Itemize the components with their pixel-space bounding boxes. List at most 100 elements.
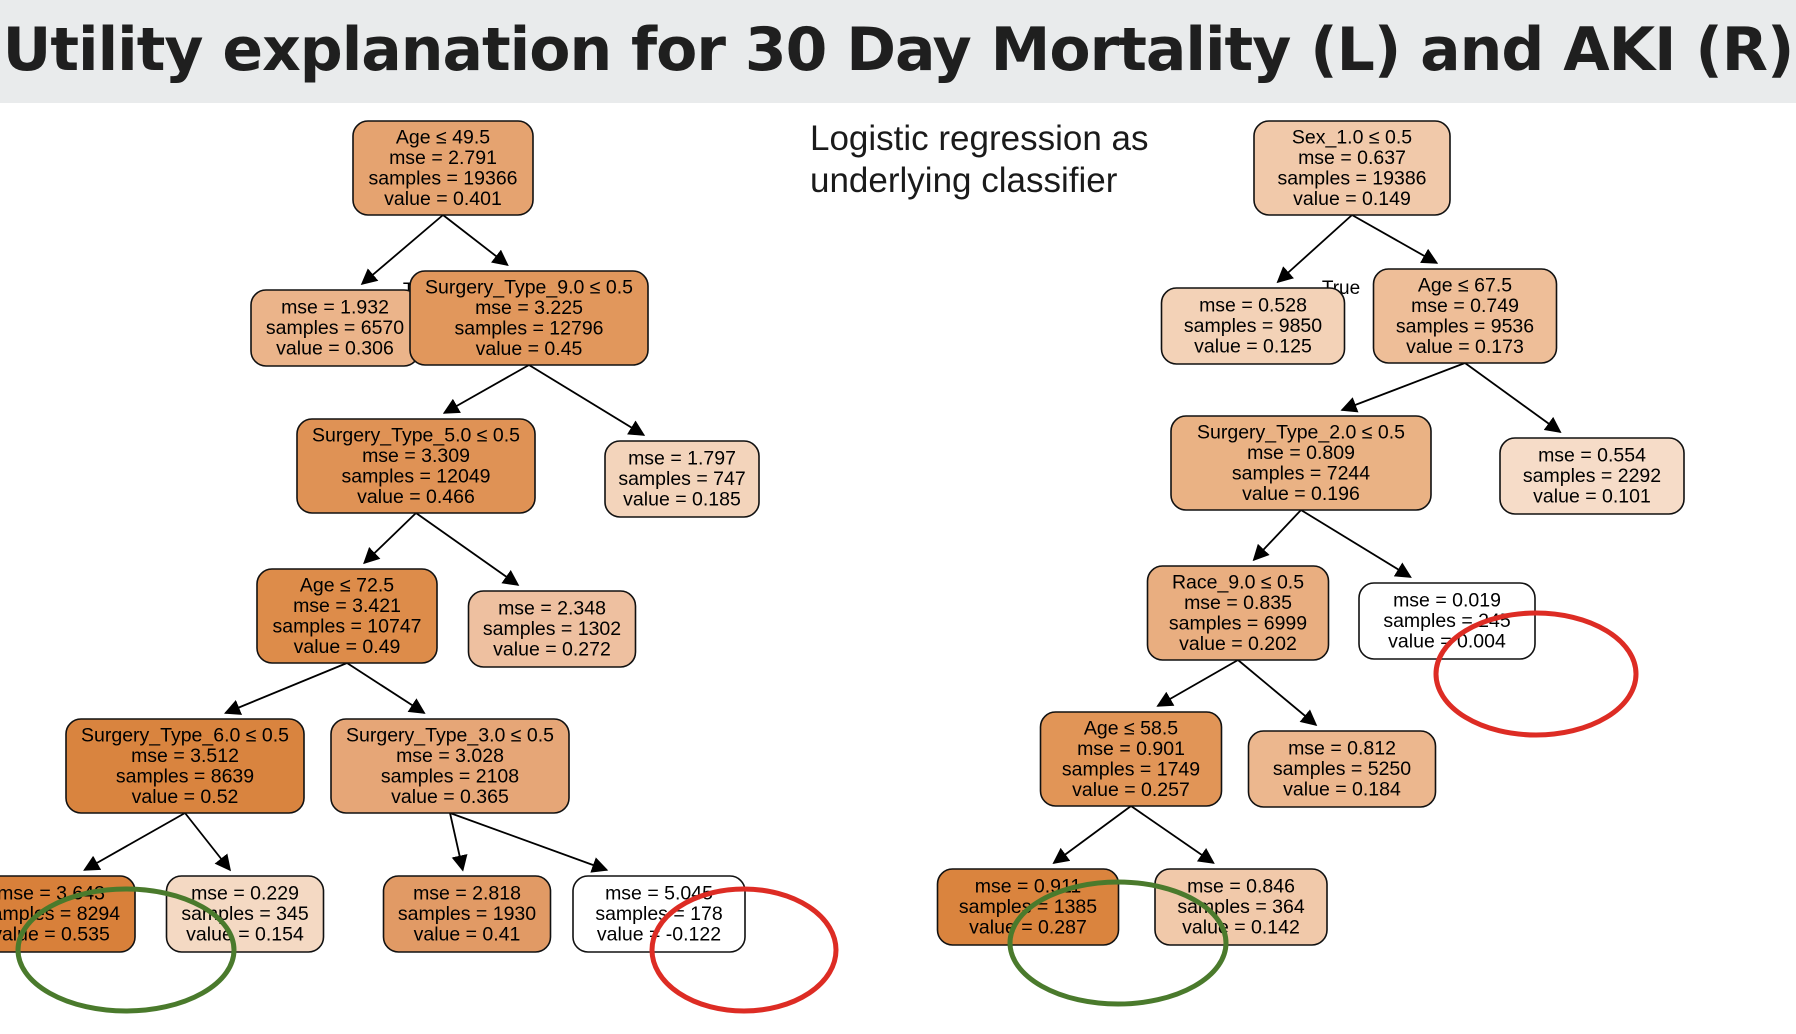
- node-text-line: value = 0.45: [476, 338, 583, 360]
- node-text-line: samples = 19366: [368, 167, 517, 189]
- highlight-circle-red: [649, 886, 839, 1014]
- node-text-line: value = 0.004: [1388, 631, 1506, 653]
- highlight-circle-green: [15, 886, 237, 1014]
- node-box: [65, 718, 305, 814]
- tree-edge: [224, 662, 348, 715]
- node-text-line: samples = 178: [595, 903, 722, 925]
- node-box: [165, 875, 325, 953]
- node-text-line: samples = 1749: [1062, 758, 1200, 780]
- highlight-circle-red: [1433, 610, 1639, 738]
- node-text-line: value = 0.154: [186, 924, 304, 946]
- node-box: [1358, 582, 1536, 660]
- node-text-line: mse = 5.045: [605, 883, 713, 905]
- node-text-line: value = 0.196: [1242, 483, 1360, 505]
- node-text-line: Age ≤ 58.5: [1084, 717, 1178, 739]
- node-box: [0, 875, 136, 953]
- node-text-line: Surgery_Type_3.0 ≤ 0.5: [346, 724, 554, 746]
- tree-edge: [1237, 659, 1318, 727]
- node-box: [409, 270, 649, 366]
- node-text-line: mse = 0.554: [1538, 445, 1646, 467]
- tree-edge: [1252, 509, 1302, 562]
- node-text-line: value = 0.101: [1533, 486, 1651, 508]
- node-text-line: value = 0.185: [623, 489, 741, 511]
- tree-edge: [363, 512, 417, 565]
- tree-edge: [83, 812, 186, 871]
- node-text-line: samples = 345: [181, 903, 309, 925]
- node-text-line: Surgery_Type_9.0 ≤ 0.5: [425, 276, 633, 298]
- node-text-line: samples = 2108: [381, 765, 519, 787]
- tree-edge: [1464, 362, 1562, 433]
- node-text-line: Race_9.0 ≤ 0.5: [1172, 571, 1304, 593]
- tree-edge: [1130, 805, 1215, 864]
- tree-edge: [1351, 214, 1439, 264]
- tree-edge: [442, 214, 509, 266]
- node-text-line: mse = 0.812: [1288, 738, 1396, 760]
- title-bar: [0, 0, 1796, 103]
- node-text-line: mse = 2.348: [498, 598, 606, 620]
- tree-edge: [449, 812, 468, 872]
- tree-edge: [360, 214, 444, 286]
- node-text-line: Sex_1.0 ≤ 0.5: [1292, 126, 1412, 148]
- node-text-line: samples = 1302: [483, 618, 621, 640]
- node-text-line: mse = 0.846: [1187, 876, 1295, 898]
- tree-edge: [1052, 805, 1132, 864]
- subtitle: Logistic regression as underlying classi…: [810, 118, 1149, 202]
- node-text-line: mse = 1.797: [628, 448, 736, 470]
- node-box: [604, 440, 760, 518]
- node-box: [330, 718, 570, 814]
- node-box: [352, 120, 534, 216]
- node-text-line: mse = 3.512: [131, 745, 239, 767]
- node-text-line: samples = 7244: [1232, 462, 1370, 484]
- node-box: [1499, 437, 1685, 515]
- node-box: [1247, 730, 1437, 808]
- node-text-line: samples = 12796: [454, 317, 603, 339]
- node-text-line: samples = 6570: [266, 317, 404, 339]
- node-text-line: mse = 0.911: [975, 876, 1081, 898]
- node-text-line: Age ≤ 49.5: [396, 126, 490, 148]
- node-text-line: mse = 0.835: [1184, 592, 1292, 614]
- node-text-line: value = 0.52: [132, 786, 239, 808]
- node-text-line: value = -0.122: [597, 924, 721, 946]
- node-text-line: samples = 747: [618, 468, 745, 490]
- node-box: [1154, 868, 1328, 946]
- node-box: [296, 418, 536, 514]
- node-text-line: mse = 0.229: [191, 883, 299, 905]
- node-text-line: value = 0.466: [357, 486, 475, 508]
- node-text-line: value = 0.184: [1283, 779, 1401, 801]
- node-box: [1160, 287, 1346, 365]
- node-text-line: mse = 3.309: [362, 445, 470, 467]
- node-text-line: value = 0.287: [969, 917, 1087, 939]
- tree-edge: [1340, 362, 1466, 413]
- node-text-line: mse = 3.421: [293, 595, 401, 617]
- node-text-line: samples = 8639: [116, 765, 254, 787]
- node-text-line: value = 0.202: [1179, 633, 1297, 655]
- node-text-line: mse = 1.932: [281, 297, 389, 319]
- node-text-line: samples = 6999: [1169, 612, 1307, 634]
- node-text-line: mse = 0.637: [1298, 147, 1406, 169]
- node-text-line: value = 0.257: [1072, 779, 1190, 801]
- tree-edge: [346, 662, 426, 714]
- node-text-line: mse = 2.791: [389, 147, 497, 169]
- node-text-line: samples = 8294: [0, 903, 120, 925]
- page-title: Utility explanation for 30 Day Mortality…: [2, 15, 1795, 85]
- tree-edge: [1156, 659, 1239, 707]
- tree-edge: [184, 812, 232, 872]
- node-text-line: samples = 1930: [398, 903, 536, 925]
- node-box: [1039, 711, 1223, 807]
- node-text-line: value = 0.142: [1182, 917, 1300, 939]
- node-text-line: samples = 9850: [1184, 315, 1322, 337]
